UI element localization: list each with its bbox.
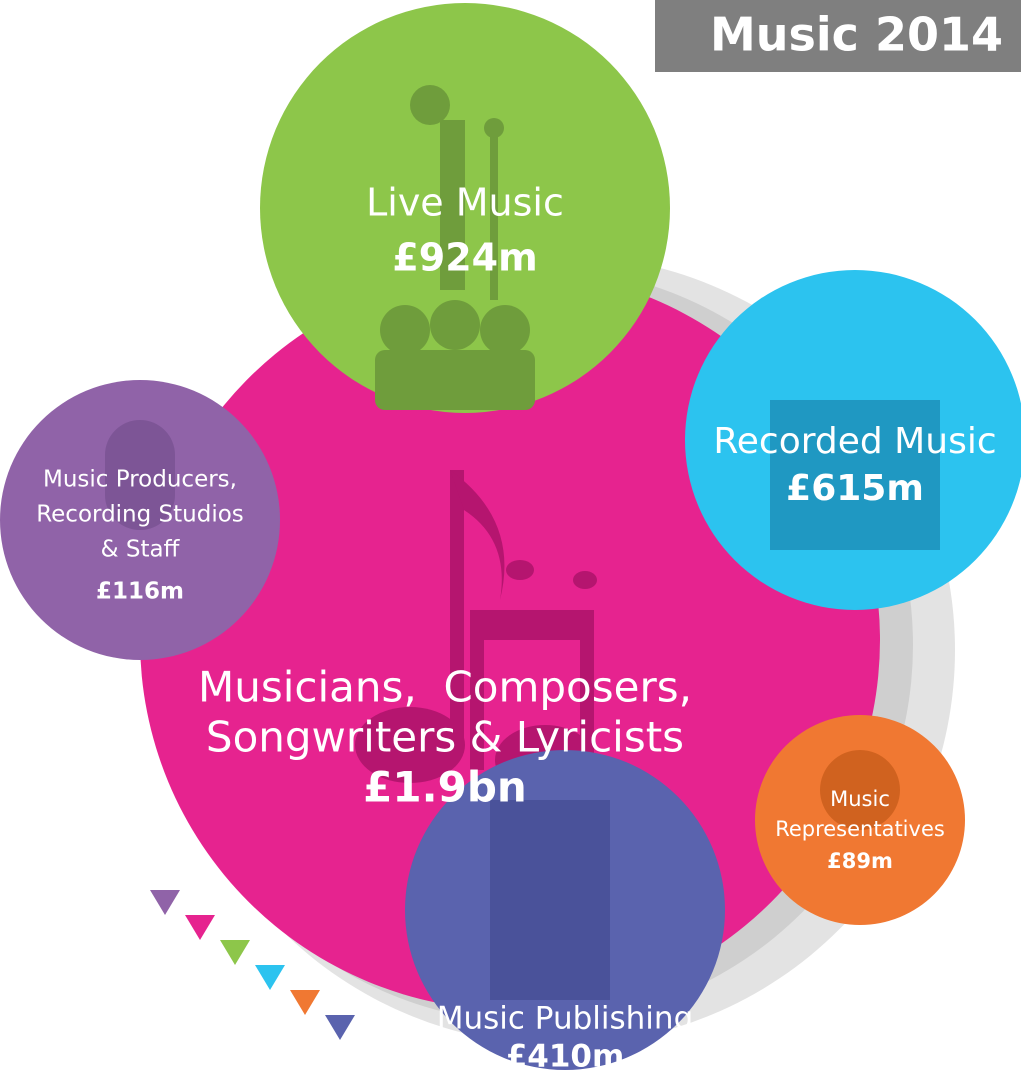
node-label: Musicians, Composers,: [198, 663, 692, 712]
node-label: Recording Studios: [36, 502, 244, 528]
bunting-decoration: [150, 890, 355, 1040]
node-label: Music Producers,: [43, 467, 237, 493]
node-label: Music: [830, 787, 890, 811]
node-label: Representatives: [775, 817, 945, 841]
node-label: Live Music: [366, 181, 564, 225]
person-icon: [820, 750, 900, 830]
node-value: £1.9bn: [363, 763, 527, 812]
node-label: Recorded Music: [713, 421, 996, 462]
crowd-icon: [375, 85, 535, 410]
node-value: £410m: [506, 1039, 625, 1075]
node-label: Music Publishing: [437, 1001, 694, 1037]
sheet-icon: [490, 800, 610, 1000]
node-value: £615m: [786, 468, 924, 509]
title: Music 2014: [710, 8, 1003, 62]
node-value: £116m: [96, 579, 184, 605]
album-icon: [770, 400, 940, 550]
node-label: & Staff: [101, 537, 181, 563]
title-box: [655, 0, 1021, 72]
node-label: Songwriters & Lyricists: [206, 713, 684, 762]
mic-icon: [105, 420, 175, 530]
node-value: £924m: [392, 236, 537, 280]
node-value: £89m: [827, 849, 893, 873]
